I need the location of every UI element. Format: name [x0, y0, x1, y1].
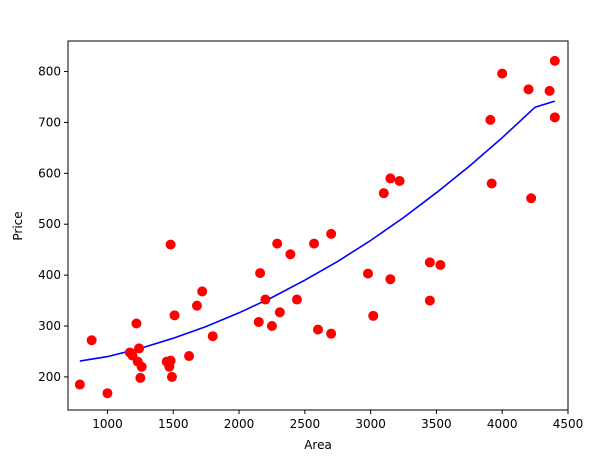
data-point: [169, 310, 180, 321]
x-tick-label: 3000: [355, 417, 386, 431]
data-point: [291, 294, 302, 305]
data-point: [266, 321, 277, 332]
data-point: [136, 361, 147, 372]
data-point: [191, 300, 202, 311]
data-point: [309, 238, 320, 249]
data-point: [260, 294, 271, 305]
plot-frame: [67, 40, 569, 411]
x-tick-label: 4000: [487, 417, 518, 431]
x-tick-label: 3500: [421, 417, 452, 431]
y-tick-label: 500: [38, 217, 61, 231]
x-axis-ticks: 1000 1500 2000 2500 3000 3500 4000 4500: [92, 410, 583, 431]
x-tick-label: 1000: [92, 417, 123, 431]
y-axis-ticks: 200 300 400 500 600 700 800: [38, 65, 68, 384]
data-point: [424, 295, 435, 306]
data-point: [526, 193, 537, 204]
data-point: [253, 316, 264, 327]
y-tick-label: 600: [38, 166, 61, 180]
data-point: [424, 257, 435, 268]
y-tick-label: 700: [38, 115, 61, 129]
y-tick-label: 400: [38, 268, 61, 282]
data-point: [497, 68, 508, 79]
data-point: [363, 268, 373, 279]
x-tick-label: 4500: [553, 417, 584, 431]
fit-curve-line: [79, 100, 556, 362]
data-point: [368, 310, 379, 321]
data-point: [435, 259, 446, 270]
data-point: [326, 228, 337, 239]
data-point: [207, 331, 218, 342]
data-point: [549, 112, 560, 123]
data-point: [274, 307, 285, 318]
data-point: [102, 388, 113, 399]
data-point: [485, 114, 496, 125]
data-point: [86, 335, 97, 346]
data-point: [184, 351, 195, 362]
data-point: [385, 173, 396, 184]
x-axis-title: Area: [304, 438, 332, 452]
data-point: [549, 55, 560, 66]
data-point: [378, 188, 389, 199]
data-point: [165, 239, 176, 250]
x-tick-label: 2500: [290, 417, 321, 431]
y-tick-label: 200: [38, 370, 61, 384]
data-point: [74, 379, 85, 390]
data-points-layer: [74, 55, 560, 399]
y-tick-label: 300: [38, 319, 61, 333]
y-axis-title: Price: [11, 211, 25, 240]
data-point: [313, 324, 323, 335]
data-point: [134, 343, 145, 354]
data-point: [197, 286, 208, 297]
data-point: [326, 328, 337, 339]
data-point: [131, 318, 142, 329]
fit-curve-layer: [79, 100, 556, 362]
data-point: [272, 238, 283, 249]
data-point: [394, 175, 405, 186]
x-tick-label: 2000: [224, 417, 255, 431]
data-point: [165, 355, 176, 366]
data-point: [255, 268, 266, 279]
data-point: [285, 249, 296, 260]
x-tick-label: 1500: [158, 417, 189, 431]
data-point: [385, 274, 396, 285]
y-tick-label: 800: [38, 65, 61, 79]
data-point: [135, 372, 146, 383]
data-point: [544, 85, 555, 96]
data-point: [523, 84, 534, 95]
data-point: [486, 178, 497, 189]
data-point: [166, 371, 177, 382]
